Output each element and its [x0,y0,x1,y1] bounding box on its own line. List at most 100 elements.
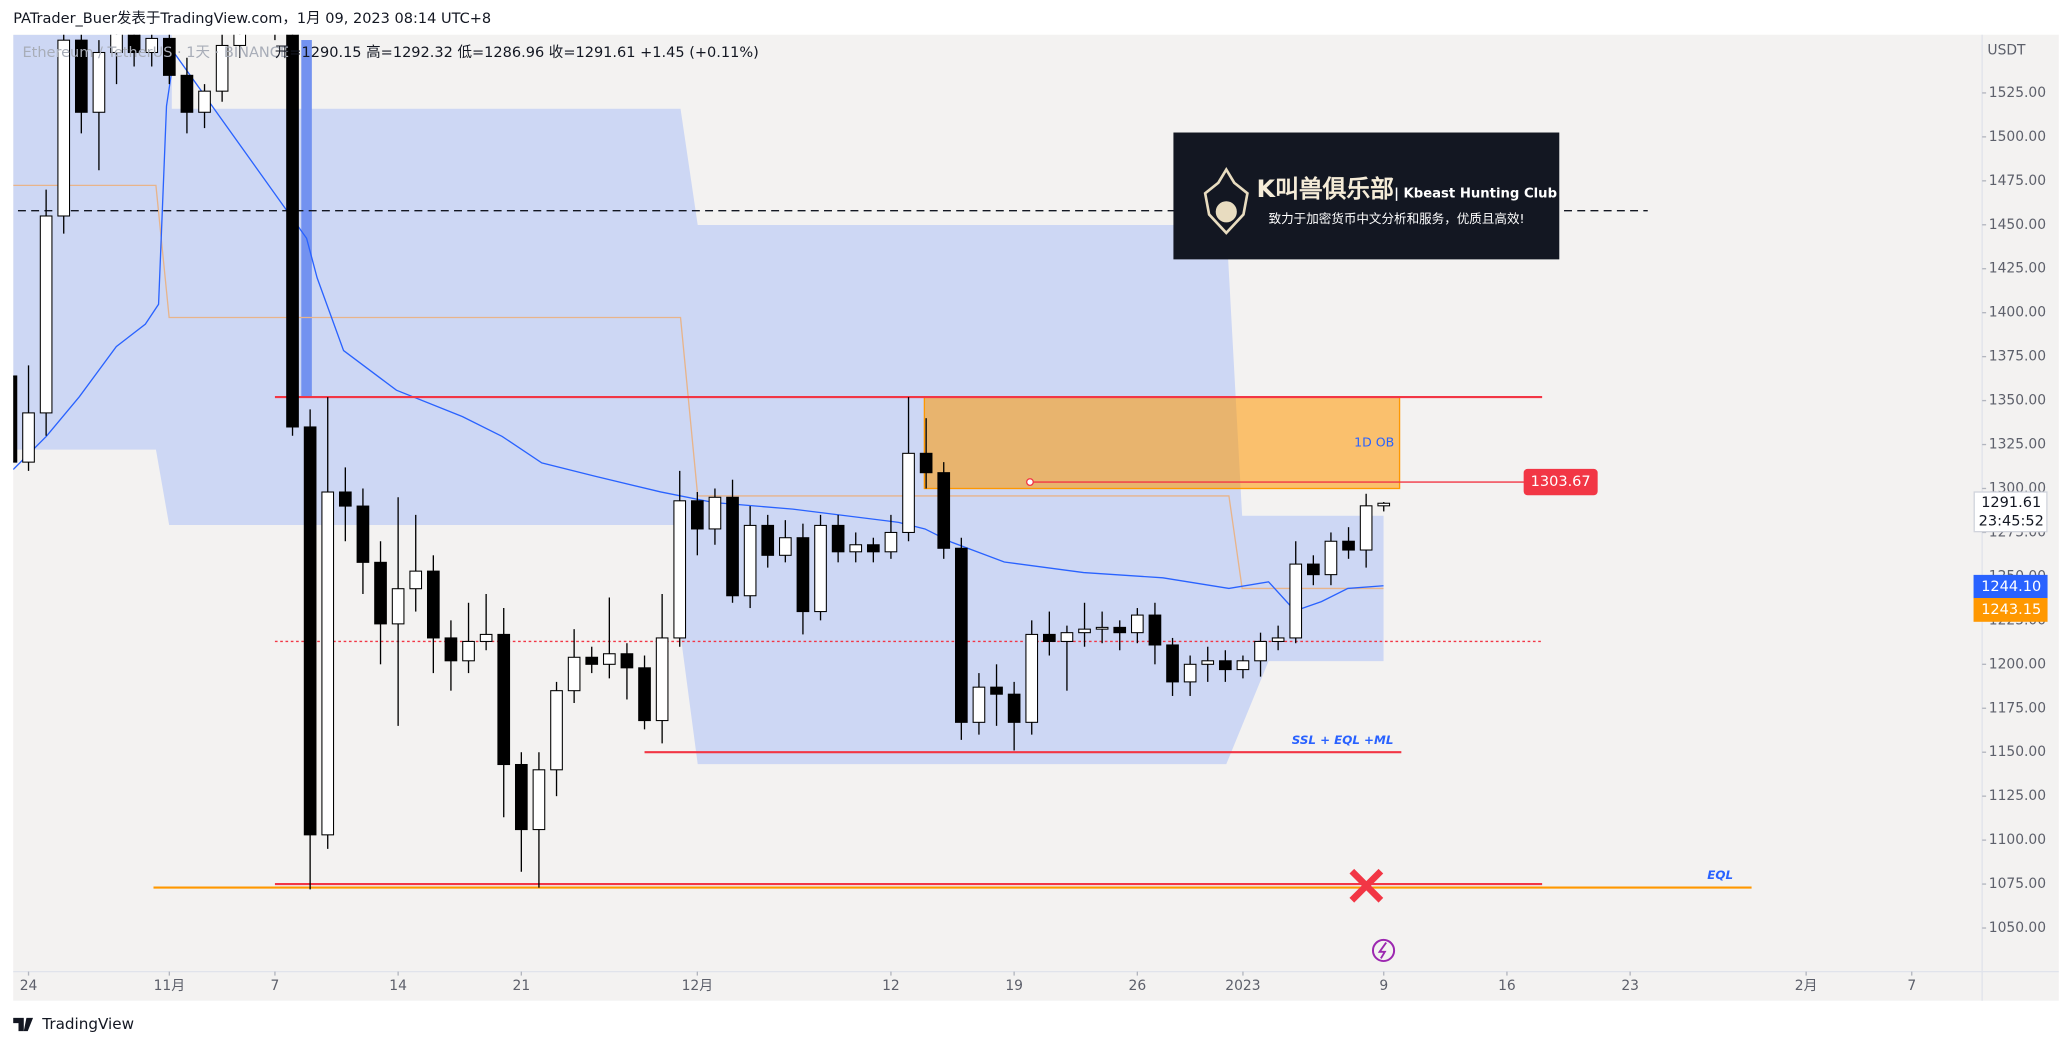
brand-box: K叫兽俱乐部 | Kbeast Hunting Club 致力于加密货币中文分析… [1173,132,1560,260]
candle-body [497,633,511,766]
candle-body [444,637,458,662]
candle-body [13,375,18,463]
candle-body [726,496,739,597]
cross-icon [1349,868,1384,903]
candle-body [22,412,35,463]
candle-body [127,34,141,54]
candle-body [356,505,370,563]
candle-body [215,44,229,92]
candle-body [426,570,440,639]
y-tick-label: 1150.00 [1989,744,2046,760]
imbalance [301,40,312,397]
candle-body [1183,663,1197,683]
candle-body [831,524,845,553]
orange-ma [13,184,1384,590]
candle-body [303,426,317,836]
candle-body [884,531,898,553]
candle-body [1113,626,1127,634]
candle-body [602,653,616,665]
drawings: 1D OB SSL + EQL +ML EQL [13,34,1752,963]
candle-body [374,561,387,625]
candle-body [1342,540,1355,551]
x-tick-label: 9 [1379,978,1388,994]
header-title: PATrader_Buer发表于TradingView.com，1月 09, 2… [13,10,491,27]
liquidity-zone [13,34,1384,765]
candle-body [1042,633,1056,642]
candle-body [92,51,106,113]
y-tick-label: 1125.00 [1989,788,2046,804]
candle-body [286,34,299,428]
candle-body [673,500,687,639]
candle-body [1359,505,1373,551]
candle-body [1078,628,1091,634]
y-tick-label: 1200.00 [1989,656,2046,672]
overlay: 1D OB SSL + EQL +ML EQL [17,210,1752,889]
x-tick-label: 23 [1621,978,1639,994]
footer-logo: TradingView [13,1015,134,1033]
candle-body [110,34,123,54]
y-tick-label: 1425.00 [1989,261,2046,277]
candle-body [321,491,335,836]
alert-icon [1371,938,1396,963]
x-tick-label: 7 [271,978,280,994]
y-tick-label: 1350.00 [1989,393,2046,409]
brand-slogan: 致力于加密货币中文分析和服务，优质且高效! [1269,211,1525,226]
candle-body [57,39,71,217]
candle-body [39,215,53,414]
candle-body [796,537,810,613]
currency: USDT [1987,43,2026,59]
candle-body [532,769,546,831]
candle-body [1095,626,1109,630]
y-tick-label: 1175.00 [1989,700,2046,716]
candle-body [567,656,581,692]
candle-body [743,524,757,597]
candle-body [1324,540,1338,576]
candle-body [180,74,194,113]
candle-body [198,90,211,113]
x-tick-label: 19 [1005,978,1023,994]
price-tag-text: 1244.10 [1981,579,2041,595]
candle-body [972,686,986,723]
candle-body [550,690,563,771]
x-tick-label: 12月 [682,978,714,994]
x-tick-label: 11月 [154,978,186,994]
candle-body [462,640,475,662]
footer-text: TradingView [41,1015,134,1033]
candle-body [162,37,176,76]
x-tick-label: 14 [389,978,407,994]
candle-body [638,667,651,722]
candle-body [778,537,792,556]
candle-body [479,633,493,642]
brand-english: | Kbeast Hunting Club [1394,186,1557,201]
y-tick-label: 1500.00 [1989,129,2046,145]
y-tick-label: 1325.00 [1989,437,2046,453]
ohlc-legend: 开=1290.15 高=1292.32 低=1286.96 收=1291.61 … [275,44,759,61]
candle-body [620,653,634,669]
x-tick-label: 2023 [1225,978,1260,994]
x-tick-label: 26 [1129,978,1147,994]
candle-body [902,452,915,533]
y-tick-label: 1475.00 [1989,173,2046,189]
level-anchor [1026,478,1034,487]
candle-body [990,686,1003,695]
y-tick-label: 1100.00 [1989,832,2046,848]
price-tag [1973,598,2048,622]
candle-body [1218,660,1232,671]
candle-body [1025,633,1039,723]
x-tick-label: 24 [20,978,38,994]
y-tick-label: 1450.00 [1989,217,2046,233]
order-block-label: 1D OB [1354,434,1394,449]
candle-body [1060,632,1074,642]
candle-body [1148,614,1162,646]
candle-body [1254,640,1267,662]
x-tick-label: 21 [513,978,531,994]
annotation: EQL [1707,868,1733,882]
brand-name: K叫兽俱乐部 [1257,175,1394,203]
x-tick-label: 2月 [1795,978,1818,994]
candle-body [514,763,528,831]
price-tag [1973,491,2048,533]
y-tick-label: 1075.00 [1989,876,2046,892]
candle-body [1236,660,1250,671]
